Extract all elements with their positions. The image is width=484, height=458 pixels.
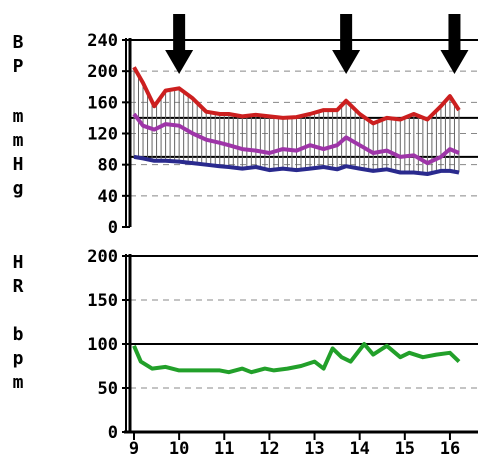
bp-series-lines (132, 66, 461, 176)
bp-series-line (132, 66, 461, 126)
bp-y-tick-label: 80 (98, 156, 118, 176)
hr-y-axis-label-letter: H (13, 252, 24, 273)
bp-series-line (132, 112, 460, 166)
x-tick-label: 16 (440, 439, 460, 458)
bp-y-tick-label: 240 (87, 31, 118, 51)
bp-y-axis-label-letter: P (13, 56, 24, 77)
bp-y-tick-label: 0 (108, 218, 118, 238)
x-tick-label: 9 (129, 439, 139, 458)
x-axis-tick-labels: 9 10 11 12 13 14 15 16 (129, 432, 460, 458)
hr-y-axis-label-letter: p (13, 348, 24, 369)
x-tick-label: 13 (304, 439, 324, 458)
hr-y-tick-label: 0 (108, 423, 118, 443)
event-arrow-icon (332, 14, 361, 74)
hr-y-tick-label: 150 (87, 291, 118, 311)
axis-lines (124, 38, 478, 434)
x-tick-label: 14 (349, 439, 369, 458)
hr-y-tick-label: 200 (87, 247, 118, 267)
event-arrow-icon (165, 14, 194, 74)
hr-y-tick-label: 50 (98, 379, 118, 399)
bp-y-axis-label-letter: m (13, 130, 24, 151)
bp-y-axis-label-letter: m (13, 106, 24, 127)
bp-series-line (133, 154, 460, 176)
bp-y-axis-label-letter: B (13, 32, 24, 53)
hr-y-tick-label: 100 (87, 335, 118, 355)
bp-y-tick-label: 160 (87, 93, 118, 113)
hr-y-tick-labels: 200 150 100 50 0 (87, 247, 130, 443)
bp-y-axis-label-letter: H (13, 154, 24, 175)
hr-gridlines (130, 255, 478, 389)
bp-y-tick-labels: 240 200 160 120 80 40 0 (87, 31, 130, 238)
x-tick-label: 15 (395, 439, 415, 458)
hr-y-axis-label-letter: b (13, 324, 24, 345)
event-arrow-icon (440, 14, 469, 74)
hr-series-lines (132, 342, 461, 375)
hr-series-line (132, 342, 461, 375)
x-tick-label: 10 (169, 439, 189, 458)
bp-event-arrows (165, 14, 469, 74)
hr-y-axis-label-letter: R (13, 276, 24, 297)
x-tick-label: 11 (214, 439, 234, 458)
bp-y-axis-label-letter: g (13, 178, 24, 199)
bp-vertical-drop-lines (133, 67, 460, 175)
bp-y-tick-label: 120 (87, 125, 118, 145)
bp-y-tick-label: 40 (98, 187, 118, 207)
x-tick-label: 12 (259, 439, 279, 458)
bp-y-tick-label: 200 (87, 62, 118, 82)
hr-y-axis-label-letter: m (13, 372, 24, 393)
